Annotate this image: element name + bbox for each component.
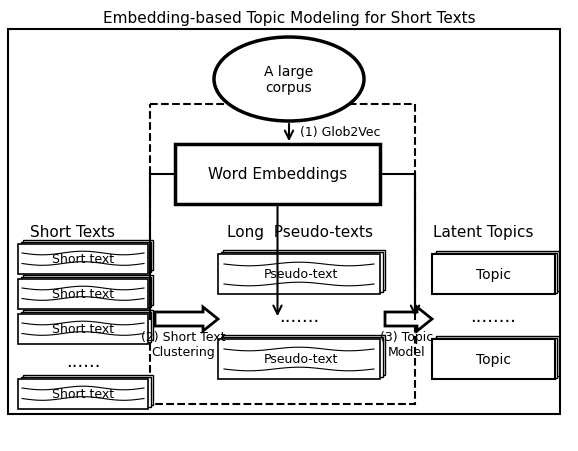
Text: A large
corpus: A large corpus xyxy=(264,65,314,95)
FancyBboxPatch shape xyxy=(223,335,385,375)
Text: Short text: Short text xyxy=(52,288,114,301)
Text: Short text: Short text xyxy=(52,253,114,266)
FancyBboxPatch shape xyxy=(223,250,385,290)
FancyBboxPatch shape xyxy=(432,254,555,295)
Text: (2) Short Text
Clustering: (2) Short Text Clustering xyxy=(141,330,225,358)
FancyBboxPatch shape xyxy=(18,244,148,274)
FancyBboxPatch shape xyxy=(434,338,557,378)
FancyBboxPatch shape xyxy=(23,276,153,305)
Text: Topic: Topic xyxy=(476,267,511,281)
Text: Long  Pseudo-texts: Long Pseudo-texts xyxy=(227,225,373,240)
Polygon shape xyxy=(385,307,432,331)
FancyBboxPatch shape xyxy=(18,279,148,309)
Text: (3) Topic
Model: (3) Topic Model xyxy=(380,330,434,358)
FancyBboxPatch shape xyxy=(18,314,148,344)
Text: ......: ...... xyxy=(66,352,100,370)
Text: Short text: Short text xyxy=(52,388,114,400)
FancyBboxPatch shape xyxy=(218,254,380,295)
FancyBboxPatch shape xyxy=(23,310,153,340)
Text: Latent Topics: Latent Topics xyxy=(433,225,533,240)
Text: Pseudo-text: Pseudo-text xyxy=(264,268,338,281)
FancyBboxPatch shape xyxy=(21,312,151,342)
FancyBboxPatch shape xyxy=(21,243,151,272)
FancyBboxPatch shape xyxy=(23,240,153,271)
Ellipse shape xyxy=(214,38,364,122)
FancyBboxPatch shape xyxy=(432,339,555,379)
FancyBboxPatch shape xyxy=(18,379,148,409)
Text: (1) Glob2Vec: (1) Glob2Vec xyxy=(300,126,380,139)
FancyBboxPatch shape xyxy=(23,375,153,405)
Text: Topic: Topic xyxy=(476,352,511,366)
FancyBboxPatch shape xyxy=(8,30,560,414)
Polygon shape xyxy=(155,307,218,331)
Text: Short Texts: Short Texts xyxy=(29,225,114,240)
Text: Embedding-based Topic Modeling for Short Texts: Embedding-based Topic Modeling for Short… xyxy=(103,10,475,25)
Text: Word Embeddings: Word Embeddings xyxy=(208,167,347,182)
FancyBboxPatch shape xyxy=(436,336,559,376)
FancyBboxPatch shape xyxy=(436,252,559,291)
Text: ........: ........ xyxy=(470,307,516,325)
Text: Pseudo-text: Pseudo-text xyxy=(264,353,338,366)
Text: .......: ....... xyxy=(279,307,319,325)
Text: Short text: Short text xyxy=(52,323,114,336)
FancyBboxPatch shape xyxy=(434,253,557,293)
FancyBboxPatch shape xyxy=(21,377,151,407)
FancyBboxPatch shape xyxy=(221,337,383,377)
FancyBboxPatch shape xyxy=(21,277,151,307)
FancyBboxPatch shape xyxy=(221,253,383,292)
FancyBboxPatch shape xyxy=(218,339,380,379)
FancyBboxPatch shape xyxy=(175,145,380,205)
